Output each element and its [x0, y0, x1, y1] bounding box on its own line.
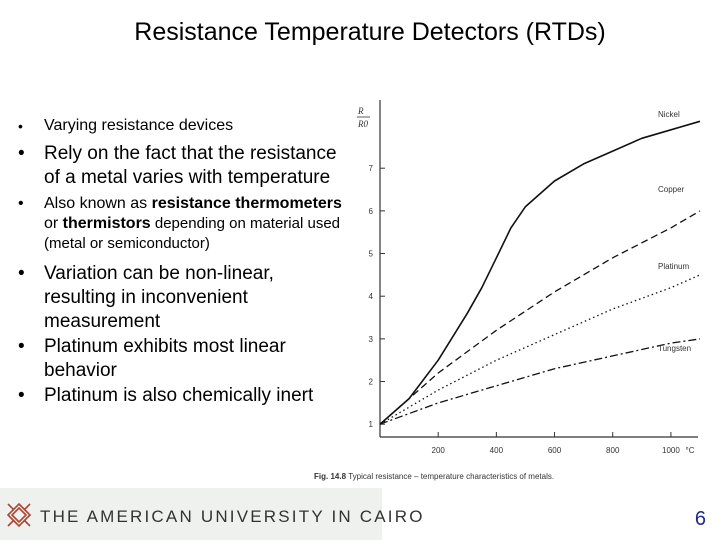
series-label: Tungsten	[658, 344, 691, 353]
y-label-denominator: R0	[357, 119, 368, 129]
page-number: 6	[694, 508, 706, 530]
series-line-copper	[379, 210, 701, 425]
chart-caption-text: Typical resistance – temperature charact…	[348, 472, 554, 481]
bullet-item: • Variation can be non-linear, resulting…	[18, 262, 348, 334]
x-tick-label: 200	[432, 446, 446, 455]
y-tick-label: 7	[369, 164, 374, 173]
footer-institution: THE AMERICAN UNIVERSITY IN CAIRO	[40, 507, 425, 526]
bullet-item: • Platinum exhibits most linear behavior	[18, 335, 348, 383]
y-tick-label: 4	[369, 292, 374, 301]
bullet-marker: •	[18, 263, 25, 284]
bullet-marker: •	[18, 385, 25, 406]
y-tick-label: 6	[369, 207, 374, 216]
university-logo-icon	[6, 502, 32, 528]
bullet-marker: •	[18, 336, 25, 357]
bullet-marker: •	[18, 195, 24, 212]
footer-bar: THE AMERICAN UNIVERSITY IN CAIRO 6	[0, 488, 720, 540]
x-tick-label: 1000	[662, 446, 680, 455]
y-tick-label: 5	[369, 250, 374, 259]
chart-caption: Fig. 14.8 Typical resistance – temperatu…	[314, 472, 554, 481]
footer-band	[0, 488, 382, 540]
bullet-text: Also known as	[44, 195, 152, 212]
bullet-item: • Varying resistance devices	[18, 116, 348, 136]
x-tick-label: 400	[490, 446, 504, 455]
bullet-list: • Varying resistance devices • Rely on t…	[18, 116, 348, 409]
bullet-item: • Platinum is also chemically inert	[18, 384, 348, 408]
bullet-bold-term: thermistors	[62, 215, 151, 232]
bullet-text: Variation can be non-linear, resulting i…	[44, 263, 274, 332]
bullet-text: Varying resistance devices	[44, 117, 234, 134]
bullet-marker: •	[18, 118, 23, 134]
y-tick-label: 1	[369, 420, 374, 429]
bullet-item: • Rely on the fact that the resistance o…	[18, 142, 348, 190]
x-unit-label: °C	[686, 446, 695, 455]
series-line-tungsten	[379, 338, 701, 425]
chart-labels: 1 2 3 4 5 6 7 200 400 600 800 1000 °C R R0 Nickel Copper…	[314, 106, 695, 481]
bullet-text: Platinum exhibits most linear behavior	[44, 336, 286, 381]
series-label: Platinum	[658, 262, 689, 271]
y-label-numerator: R	[357, 106, 364, 116]
y-tick-label: 3	[369, 335, 374, 344]
bullet-bold-term: resistance thermometers	[151, 195, 342, 212]
series-label: Nickel	[658, 110, 680, 119]
bullet-item: • Also known as resistance thermometers …	[18, 194, 348, 254]
chart-caption-figure-number: Fig. 14.8	[314, 472, 348, 481]
chart-axes	[379, 100, 698, 438]
series-line-platinum	[379, 274, 701, 425]
series-line-nickel	[379, 120, 701, 425]
bullet-marker: •	[18, 143, 25, 164]
y-tick-label: 2	[369, 378, 374, 387]
slide-title: Resistance Temperature Detectors (RTDs)	[134, 18, 606, 46]
resistance-chart: 1 2 3 4 5 6 7 200 400 600 800 1000 °C R R0 Nickel Copper…	[314, 100, 701, 481]
bullet-text: depending on material used (metal or sem…	[44, 215, 341, 252]
series-label: Copper	[658, 185, 685, 194]
bullet-text: Rely on the fact that the resistance of …	[44, 143, 337, 188]
bullet-text: Platinum is also chemically inert	[44, 385, 314, 406]
x-tick-label: 800	[606, 446, 620, 455]
bullet-text: or	[44, 215, 63, 232]
x-tick-label: 600	[548, 446, 562, 455]
chart-series	[379, 120, 701, 425]
